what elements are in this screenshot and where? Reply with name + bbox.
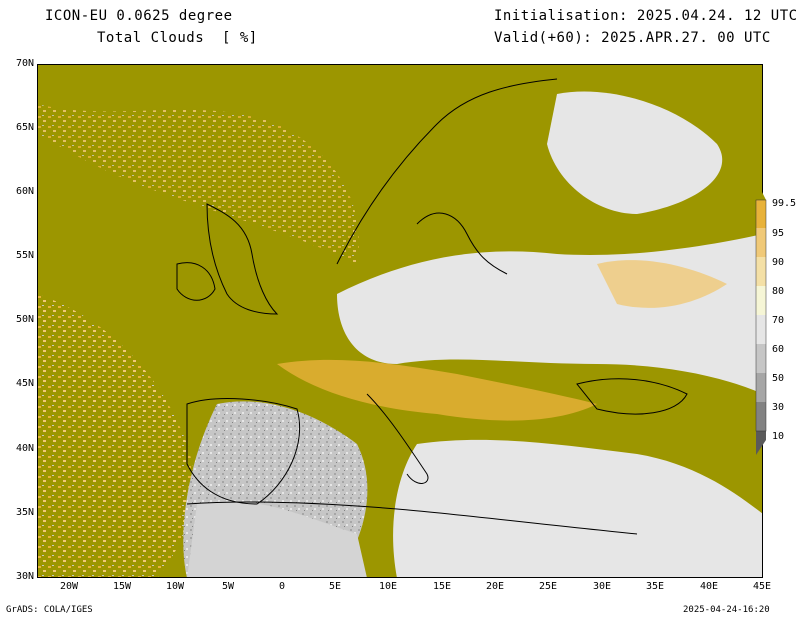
lon-label: 5W — [221, 581, 235, 592]
colorbar-label: 30 — [772, 402, 785, 413]
lat-label: 30N — [15, 571, 34, 582]
lat-label: 65N — [15, 122, 34, 133]
cloud-band-east — [597, 260, 727, 308]
colorbar-swatch — [756, 228, 766, 257]
lat-label: 70N — [15, 58, 34, 69]
clear-area-sahara — [187, 501, 367, 578]
colorbar-top-arrow — [756, 180, 766, 200]
clear-area-scandinavia — [547, 91, 723, 214]
valid-time: Valid(+60): 2025.APR.27. 00 UTC — [494, 30, 771, 46]
colorbar-label: 10 — [772, 431, 785, 442]
coast-iberia — [186, 398, 301, 505]
colorbar-label: 95 — [772, 228, 785, 239]
lat-label: 40N — [15, 443, 34, 454]
colorbar-swatch — [756, 315, 766, 344]
lon-label: 25E — [538, 581, 558, 592]
lon-label: 30E — [592, 581, 612, 592]
colorbar-label: 99.5 — [772, 198, 797, 209]
colorbar-label: 60 — [772, 344, 785, 355]
cloud-map — [37, 64, 763, 578]
coast-scandinavia — [336, 78, 558, 275]
colorbar-swatch — [756, 373, 766, 402]
cloud-band-north — [37, 104, 359, 264]
lat-label: 35N — [15, 507, 34, 518]
cloud-band-alps — [277, 359, 597, 421]
colorbar-label: 90 — [772, 257, 785, 268]
lon-label: 0 — [278, 581, 286, 592]
colorbar-swatch — [756, 344, 766, 373]
lat-label: 50N — [15, 314, 34, 325]
clear-area-east-med — [393, 439, 763, 578]
colorbar-label: 70 — [772, 315, 785, 326]
cloud-band-west — [37, 294, 194, 578]
model-title: ICON-EU 0.0625 degree — [45, 8, 233, 24]
colorbar-swatch — [756, 257, 766, 286]
colorbar-label: 50 — [772, 373, 785, 384]
coast-ireland — [176, 262, 216, 301]
init-time: Initialisation: 2025.04.24. 12 UTC — [494, 8, 798, 24]
coast-italy — [366, 393, 429, 484]
colorbar-swatch — [756, 402, 766, 431]
lon-label: 20E — [485, 581, 505, 592]
lat-label: 55N — [15, 250, 34, 261]
lat-label: 45N — [15, 378, 34, 389]
colorbar-bottom-arrow — [756, 431, 766, 455]
lon-label: 20W — [59, 581, 79, 592]
lon-label: 15W — [112, 581, 132, 592]
coast-black-sea — [576, 378, 688, 415]
footer-credit: GrADS: COLA/IGES — [6, 605, 93, 615]
coast-britain — [206, 203, 279, 315]
lon-label: 10E — [378, 581, 398, 592]
lon-label: 45E — [752, 581, 772, 592]
field-title: Total Clouds [ %] — [97, 30, 258, 46]
colorbar-swatch — [756, 200, 766, 228]
coast-north-africa — [186, 501, 638, 535]
lat-label: 60N — [15, 186, 34, 197]
lon-label: 10W — [165, 581, 185, 592]
lon-label: 35E — [645, 581, 665, 592]
colorbar — [755, 180, 767, 455]
colorbar-label: 80 — [772, 286, 785, 297]
lon-label: 5E — [328, 581, 342, 592]
footer-timestamp: 2025-04-24-16:20 — [683, 605, 770, 615]
lon-label: 15E — [432, 581, 452, 592]
colorbar-swatch — [756, 286, 766, 315]
lon-label: 40E — [699, 581, 719, 592]
